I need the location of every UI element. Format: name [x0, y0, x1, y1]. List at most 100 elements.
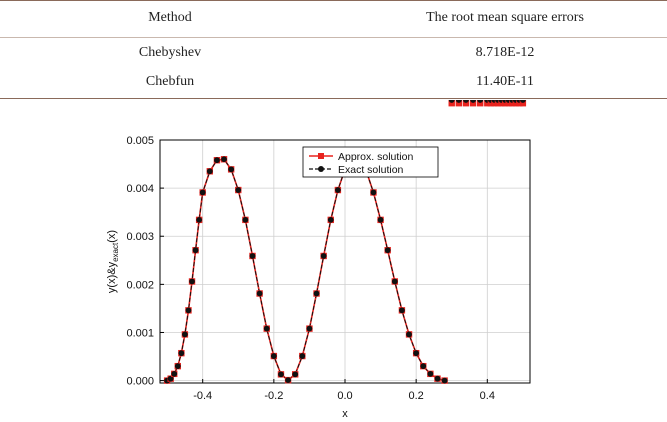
y-axis-label-main: y(x)&y	[106, 261, 118, 293]
exact-point	[470, 100, 476, 103]
exact-point	[384, 247, 391, 254]
exact-point	[189, 278, 195, 285]
solution-chart: -0.4 -0.2 0.0 0.2 0.4 0.000 0.001 0.002 0.003 0.0…	[106, 100, 531, 420]
exact-point	[182, 331, 188, 338]
exact-point	[178, 350, 185, 357]
approx-point	[448, 100, 455, 107]
y-tick-label: 0.002	[126, 279, 154, 291]
exact-point	[455, 100, 462, 103]
y-tick-label: 0.000	[126, 376, 154, 388]
exact-point	[370, 189, 377, 196]
rmse-cell: 8.718E-12	[475, 45, 535, 60]
exact-point	[192, 247, 199, 254]
y-axis-label: y(x)&yexact(x)	[106, 230, 120, 293]
exact-point	[406, 331, 412, 338]
exact-point	[441, 377, 448, 384]
header-rmse: The root mean square errors	[426, 10, 584, 25]
table-top-rule	[0, 0, 667, 1]
approx-point	[494, 100, 502, 107]
exact-point	[235, 187, 242, 193]
legend-exact-marker	[318, 166, 324, 172]
exact-point	[327, 216, 334, 223]
legend-box	[302, 146, 439, 178]
exact-point	[399, 307, 405, 314]
approx-point	[512, 100, 519, 107]
exact-point	[299, 353, 306, 359]
approx-point	[501, 100, 509, 107]
exact-point	[292, 371, 299, 378]
header-method: Method	[148, 10, 192, 25]
exact-point	[320, 253, 327, 259]
method-cell: Chebfun	[145, 74, 195, 89]
chart-legend: Approx. solution Exact solution	[302, 146, 439, 178]
y-axis-label-subscript: exact	[111, 242, 120, 262]
exact-point	[477, 100, 484, 103]
x-tick-label: -0.2	[264, 390, 283, 402]
approx-point	[519, 100, 527, 107]
y-tick-label: 0.004	[126, 183, 154, 195]
y-axis-label-tail: (x)	[106, 230, 118, 243]
y-tick-label: 0.003	[126, 231, 154, 243]
exact-point	[313, 290, 320, 297]
approx-point	[484, 100, 491, 107]
approx-point	[498, 100, 505, 107]
approx-point	[455, 100, 463, 107]
exact-point	[334, 187, 341, 193]
exact-point	[249, 253, 256, 259]
approx-point	[469, 100, 477, 107]
exact-point	[214, 157, 220, 164]
legend-approx-label: Approx. solution	[338, 151, 413, 163]
approx-point	[462, 100, 470, 107]
exact-point	[391, 278, 398, 285]
rmse-cell: 11.40E-11	[476, 74, 534, 89]
legend-approx-marker	[318, 153, 324, 159]
exact-point	[420, 363, 427, 370]
exact-point	[263, 325, 270, 332]
x-tick-label: 0.2	[409, 390, 424, 402]
exact-solution-line	[166, 158, 445, 382]
exact-point	[196, 216, 203, 223]
y-tick-label: 0.001	[126, 327, 154, 339]
exact-point	[185, 307, 192, 314]
x-tick-label: -0.4	[193, 390, 212, 402]
exact-point	[519, 100, 526, 103]
exact-point	[413, 350, 420, 357]
exact-point	[448, 100, 455, 103]
approx-point	[487, 100, 495, 107]
exact-point	[463, 100, 469, 103]
x-tick-label: 0.0	[337, 390, 352, 402]
y-tick-label: 0.005	[126, 135, 154, 147]
exact-point	[306, 325, 313, 332]
method-cell: Chebyshev	[138, 45, 202, 60]
approx-point	[505, 100, 512, 107]
exact-point	[278, 371, 284, 378]
chart-ticks: -0.4 -0.2 0.0 0.2 0.4 0.000 0.001 0.002 0.003 0.0…	[126, 135, 494, 402]
exact-point	[228, 166, 235, 173]
exact-point	[171, 370, 178, 377]
exact-point	[206, 168, 213, 175]
approx-point	[509, 100, 516, 107]
exact-point	[285, 377, 291, 384]
x-tick-label: 0.4	[480, 390, 495, 402]
exact-point	[270, 353, 277, 359]
table-bottom-rule	[0, 98, 667, 99]
exact-point	[167, 375, 174, 382]
approx-solution-line	[166, 158, 445, 382]
table-header-rule	[0, 37, 667, 38]
exact-point	[256, 290, 263, 297]
x-axis-label: x	[342, 408, 348, 420]
exact-point	[427, 370, 434, 377]
approx-point	[476, 100, 484, 107]
exact-point	[174, 363, 181, 370]
exact-point	[199, 189, 206, 196]
exact-point	[221, 156, 227, 163]
approx-point	[491, 100, 498, 107]
approx-point	[516, 100, 523, 107]
exact-point	[377, 216, 384, 223]
exact-point	[434, 375, 441, 382]
table-row: Chebyshev 8.718E-12	[0, 37, 667, 69]
legend-exact-label: Exact solution	[338, 164, 404, 176]
table-header-row: Method The root mean square errors	[0, 2, 667, 34]
exact-point	[242, 216, 249, 223]
table-row: Chebfun 11.40E-11	[0, 66, 667, 98]
